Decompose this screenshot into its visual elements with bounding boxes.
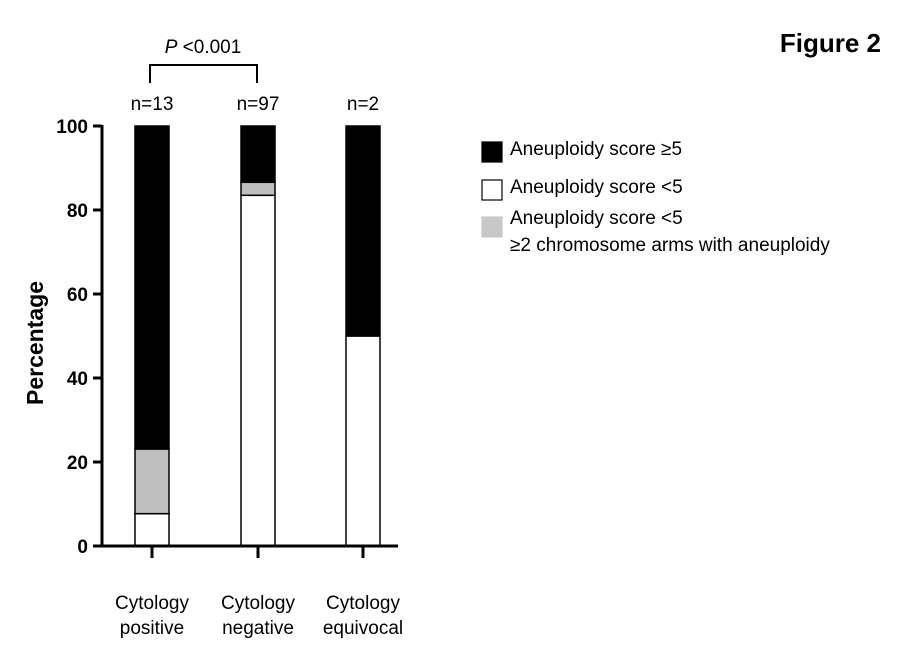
y-tick-label: 0: [77, 537, 88, 558]
legend-label-line2: ≥2 chromosome arms with aneuploidy: [510, 235, 830, 256]
x-tick-label: Cytology: [115, 593, 189, 614]
y-tick-label: 40: [67, 369, 88, 390]
significance-bracket: [149, 64, 258, 83]
x-tick-label: negative: [222, 618, 294, 639]
y-tick-label: 60: [67, 285, 88, 306]
legend-swatch: [481, 141, 503, 163]
bar-segment: [240, 125, 276, 184]
y-tick-label: 80: [67, 201, 88, 222]
bar-segment: [240, 181, 276, 197]
bar-segment: [345, 125, 381, 337]
x-tick-label: Cytology: [326, 593, 400, 614]
significance-label: P <0.001: [165, 37, 242, 58]
legend-label: Aneuploidy score <5: [510, 208, 683, 229]
bar-segment: [134, 448, 170, 515]
bar-segment: [134, 512, 170, 547]
legend-label: Aneuploidy score ≥5: [510, 139, 682, 160]
y-axis-label: Percentage: [22, 281, 48, 405]
n-label: n=13: [131, 94, 174, 115]
y-tick-label: 100: [56, 117, 88, 138]
legend-swatch: [481, 179, 503, 201]
legend-label: Aneuploidy score <5: [510, 177, 683, 198]
x-tick-label: Cytology: [221, 593, 295, 614]
n-label: n=97: [237, 94, 280, 115]
bar-segment: [240, 194, 276, 547]
bar-segment: [345, 335, 381, 547]
x-tick-label: equivocal: [323, 618, 403, 639]
figure-label: Figure 2: [779, 28, 881, 58]
significance-p: P: [165, 37, 178, 58]
significance-value: <0.001: [177, 37, 241, 58]
legend-swatch: [481, 216, 503, 238]
x-tick-label: positive: [120, 618, 184, 639]
n-label: n=2: [347, 94, 379, 115]
bar-segment: [134, 125, 170, 450]
y-tick-label: 20: [67, 453, 88, 474]
